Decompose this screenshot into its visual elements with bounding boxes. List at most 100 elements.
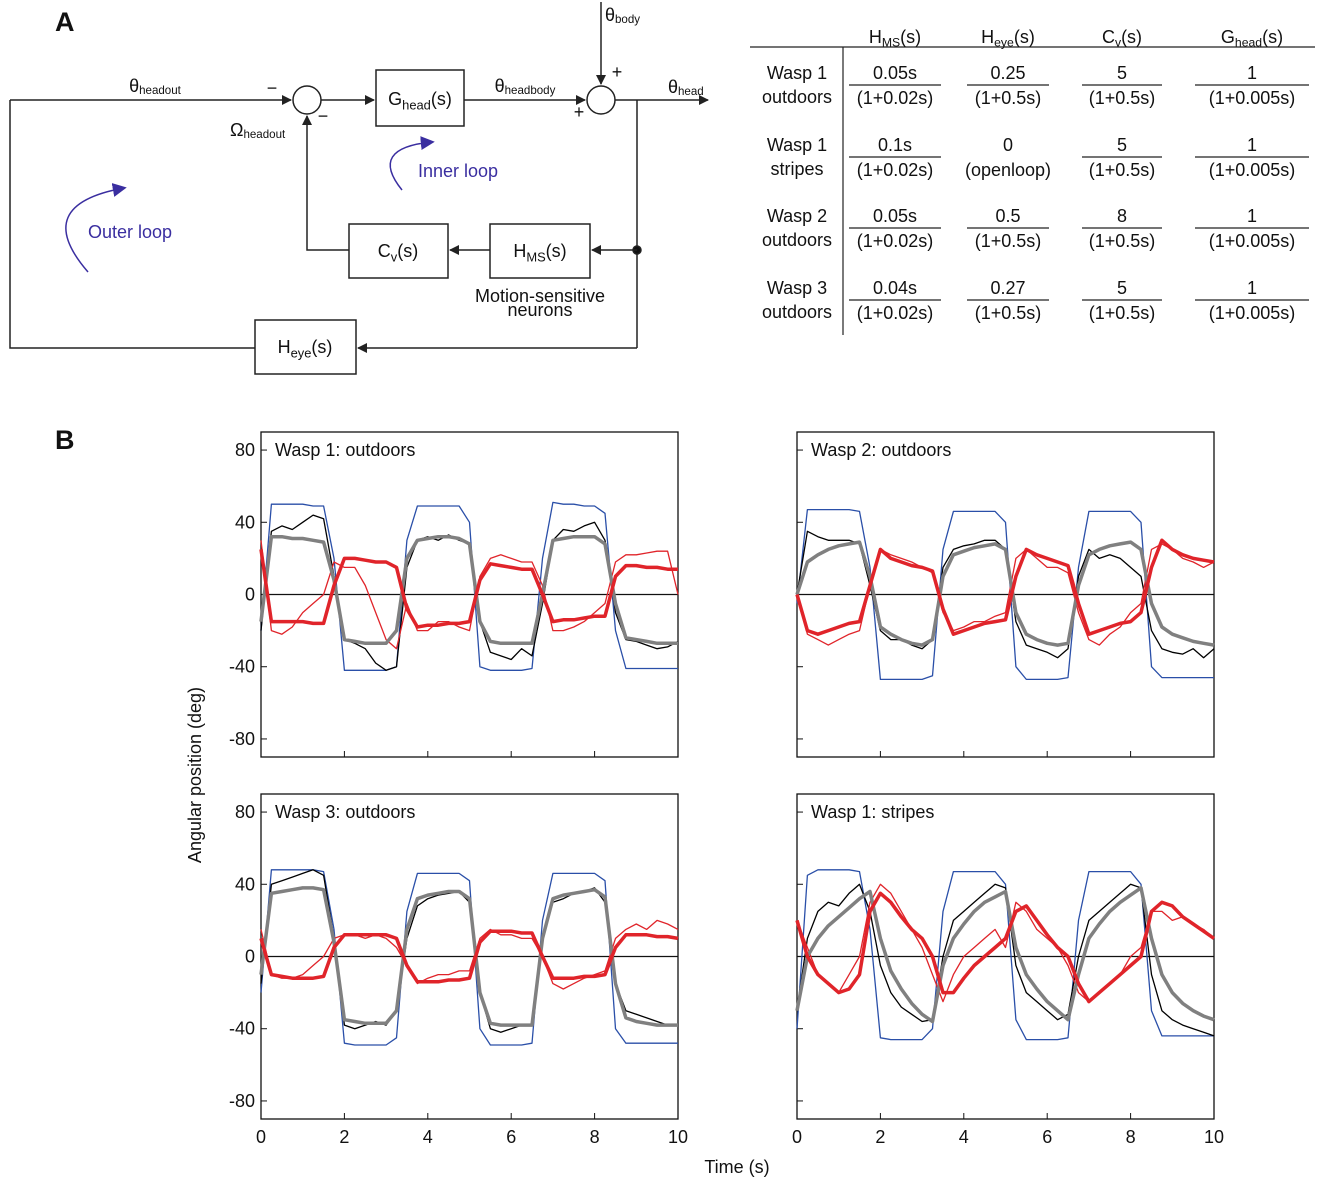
chart-title: Wasp 1: stripes	[811, 802, 934, 822]
sign: +	[612, 62, 623, 82]
y-tick-label: 0	[245, 947, 255, 967]
numerator: 1	[1247, 206, 1257, 226]
y-tick-label: 40	[235, 512, 255, 532]
numerator: 1	[1247, 278, 1257, 298]
y-tick-label: -80	[229, 729, 255, 749]
series-line	[796, 869, 1214, 1041]
subscript: head	[678, 86, 704, 98]
chart: Wasp 2: outdoors	[795, 431, 1215, 758]
symbol: θ	[495, 76, 505, 96]
numerator: 0.05s	[873, 206, 917, 226]
series-line	[795, 891, 1215, 1004]
row-label: Wasp 1	[767, 63, 827, 83]
chart-title: Wasp 1: outdoors	[275, 440, 415, 460]
series-line	[259, 929, 679, 984]
block-label: Cv(s)	[378, 241, 418, 264]
symbol: θ	[605, 5, 615, 25]
y-tick-label: 80	[235, 440, 255, 460]
denominator: (1+0.5s)	[975, 303, 1042, 323]
symbol: H	[513, 241, 526, 261]
denominator: (1+0.02s)	[857, 303, 934, 323]
row-label: outdoors	[762, 87, 832, 107]
wire	[9, 100, 255, 349]
y-tick-label: -80	[229, 1091, 255, 1111]
argument: (s)	[397, 241, 418, 261]
subscript: head	[1235, 35, 1262, 49]
block-label: Ghead(s)	[388, 89, 452, 112]
block-label: Heye(s)	[278, 337, 333, 360]
numerator: 0.05s	[873, 63, 917, 83]
panel-label: B	[55, 425, 75, 455]
denominator: (openloop)	[965, 160, 1051, 180]
subscript: v	[1115, 35, 1122, 49]
symbol: H	[278, 337, 291, 357]
block	[375, 69, 465, 127]
column-header: Ghead(s)	[1221, 27, 1283, 49]
block-label: HMS(s)	[513, 241, 566, 264]
loop-arrow	[65, 183, 127, 273]
row-label: outdoors	[762, 230, 832, 250]
symbol: H	[981, 27, 994, 47]
subscript: headbody	[505, 85, 556, 97]
denominator: (1+0.5s)	[1089, 303, 1156, 323]
panel-label: A	[55, 7, 75, 37]
argument: (s)	[546, 241, 567, 261]
row-label: stripes	[770, 159, 823, 179]
y-axis-label: Angular position (deg)	[185, 687, 205, 863]
symbol: G	[388, 89, 402, 109]
denominator: (1+0.02s)	[857, 88, 934, 108]
x-tick-label: 10	[1204, 1127, 1224, 1147]
block	[254, 319, 357, 375]
loop-label: Inner loop	[418, 161, 498, 181]
signal-label: Ωheadout	[230, 120, 286, 141]
sign: −	[267, 78, 278, 98]
chart: 0 2 4 6 8 10 Wasp 1: stripes	[792, 793, 1224, 1147]
block	[348, 223, 449, 279]
row-label: Wasp 3	[767, 278, 827, 298]
x-axis-label: Time (s)	[704, 1157, 769, 1177]
x-tick-label: 8	[1126, 1127, 1136, 1147]
numerator: 1	[1247, 135, 1257, 155]
denominator: (1+0.005s)	[1209, 303, 1296, 323]
loop-label: Outer loop	[88, 222, 172, 242]
numerator: 0.25	[990, 63, 1025, 83]
subscript: eye	[291, 345, 312, 360]
chart-title: Wasp 3: outdoors	[275, 802, 415, 822]
row-label: outdoors	[762, 302, 832, 322]
series-line	[795, 538, 1215, 636]
symbol: θ	[129, 76, 139, 96]
argument: (s)	[1262, 27, 1283, 47]
subscript: v	[391, 249, 398, 264]
series-line	[795, 886, 1215, 1024]
x-tick-label: 10	[668, 1127, 688, 1147]
y-tick-label: -40	[229, 657, 255, 677]
row-label: Wasp 1	[767, 135, 827, 155]
series-line	[795, 540, 1215, 647]
x-tick-label: 0	[256, 1127, 266, 1147]
y-tick-label: 40	[235, 874, 255, 894]
subscript: headout	[243, 129, 286, 141]
y-tick-label: -40	[229, 1019, 255, 1039]
x-tick-label: 2	[875, 1127, 885, 1147]
x-tick-label: 6	[1042, 1127, 1052, 1147]
symbol: C	[1102, 27, 1115, 47]
x-tick-label: 0	[792, 1127, 802, 1147]
block-diagram	[9, 2, 709, 375]
denominator: (1+0.5s)	[975, 88, 1042, 108]
symbol: G	[1221, 27, 1235, 47]
argument: (s)	[900, 27, 921, 47]
symbol: H	[869, 27, 882, 47]
subscript: head	[402, 97, 431, 112]
numerator: 0.5	[995, 206, 1020, 226]
x-tick-label: 4	[423, 1127, 433, 1147]
wire	[302, 115, 349, 251]
signal-label: θheadbody	[495, 76, 556, 97]
signal-label: θhead	[668, 77, 704, 98]
y-tick-label: 0	[245, 585, 255, 605]
denominator: (1+0.005s)	[1209, 88, 1296, 108]
y-tick-label: 80	[235, 802, 255, 822]
row-label: Wasp 2	[767, 206, 827, 226]
chart-title: Wasp 2: outdoors	[811, 440, 951, 460]
argument: (s)	[1014, 27, 1035, 47]
